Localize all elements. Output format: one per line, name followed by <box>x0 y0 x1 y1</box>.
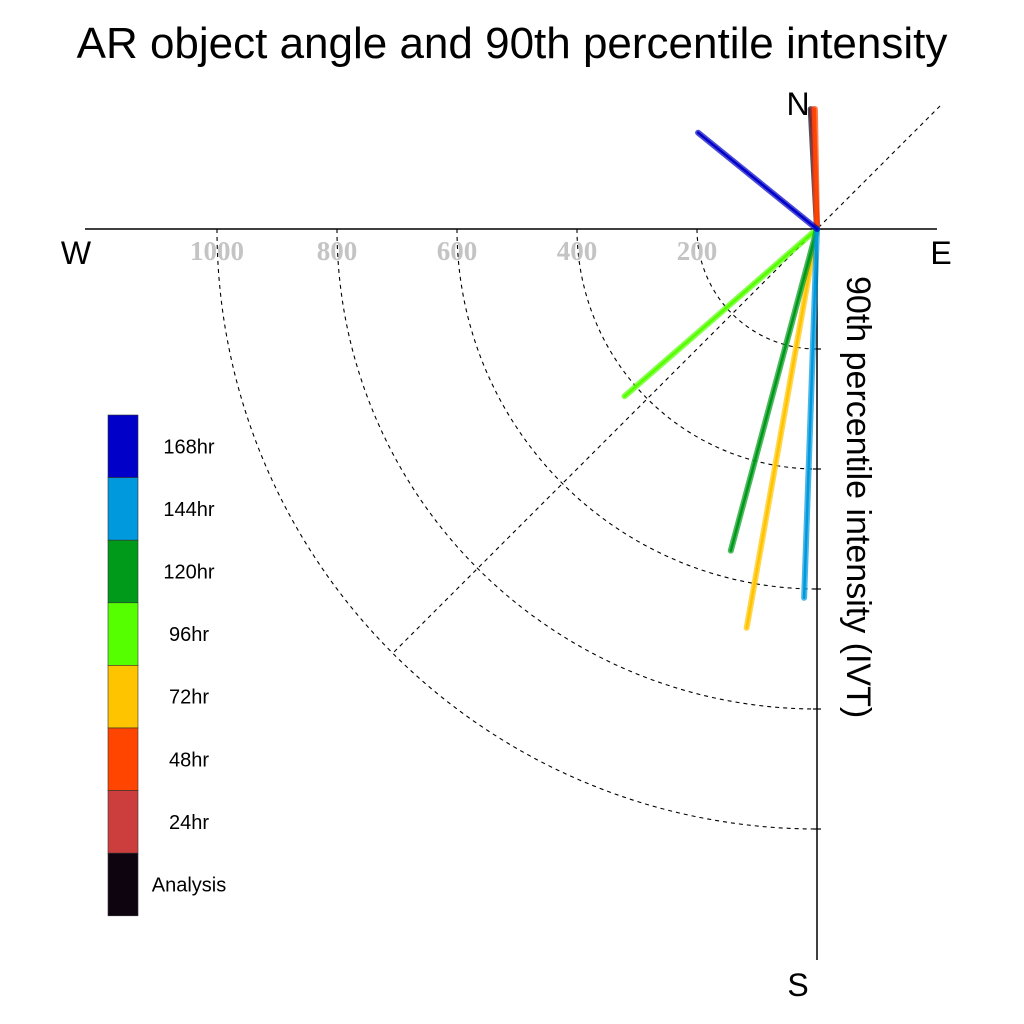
legend-swatch-24hr <box>107 790 139 854</box>
grid-arc <box>696 228 818 350</box>
series-line-core-48hr <box>813 107 819 231</box>
radial-axis-label: 90th percentile intensity (IVT) <box>839 276 877 718</box>
legend-label-24hr: 24hr <box>169 812 209 834</box>
grid-arc <box>336 228 818 710</box>
legend-swatch-analysis <box>107 852 139 917</box>
radial-tick-label: 200 <box>677 236 718 266</box>
radial-tick-label: 600 <box>437 236 478 266</box>
legend-label-168hr: 168hr <box>163 436 214 458</box>
legend-label-analysis: Analysis <box>152 875 226 897</box>
series-line-core-120hr <box>729 227 819 552</box>
legend-label-72hr: 72hr <box>169 687 209 709</box>
polar-grid <box>216 105 941 830</box>
legend-label-96hr: 96hr <box>169 624 209 646</box>
west-label: W <box>61 235 92 271</box>
series-line-core-144hr <box>802 227 819 600</box>
radial-ticks: 1000 800 600 400 200 <box>190 236 717 266</box>
east-label: E <box>930 235 951 271</box>
legend-label-144hr: 144hr <box>163 499 214 521</box>
series-line-core-72hr <box>745 227 819 630</box>
grid-arc <box>456 228 818 590</box>
grid-arc <box>576 228 818 470</box>
legend: 168hr 144hr 120hr 96hr 72hr 48hr 24hr Analysis <box>107 414 226 917</box>
radial-tick-label: 400 <box>557 236 598 266</box>
legend-label-48hr: 48hr <box>169 749 209 771</box>
series-line-core-96hr <box>623 227 819 398</box>
series-line-core-168hr <box>696 131 819 231</box>
legend-swatch-144hr <box>107 477 139 541</box>
legend-swatch-48hr <box>107 727 139 791</box>
legend-label-120hr: 120hr <box>163 562 214 584</box>
north-label: N <box>786 86 809 122</box>
series-lines <box>621 106 820 631</box>
legend-swatch-72hr <box>107 665 139 729</box>
radial-tick-label: 1000 <box>190 236 244 266</box>
legend-swatch-168hr <box>107 414 139 478</box>
south-label: S <box>787 967 808 1003</box>
grid-diagonal <box>392 105 941 654</box>
legend-swatch-96hr <box>107 602 139 666</box>
chart-title: AR object angle and 90th percentile inte… <box>77 19 948 68</box>
legend-swatch-120hr <box>107 539 139 604</box>
radial-tick-label: 800 <box>317 236 358 266</box>
